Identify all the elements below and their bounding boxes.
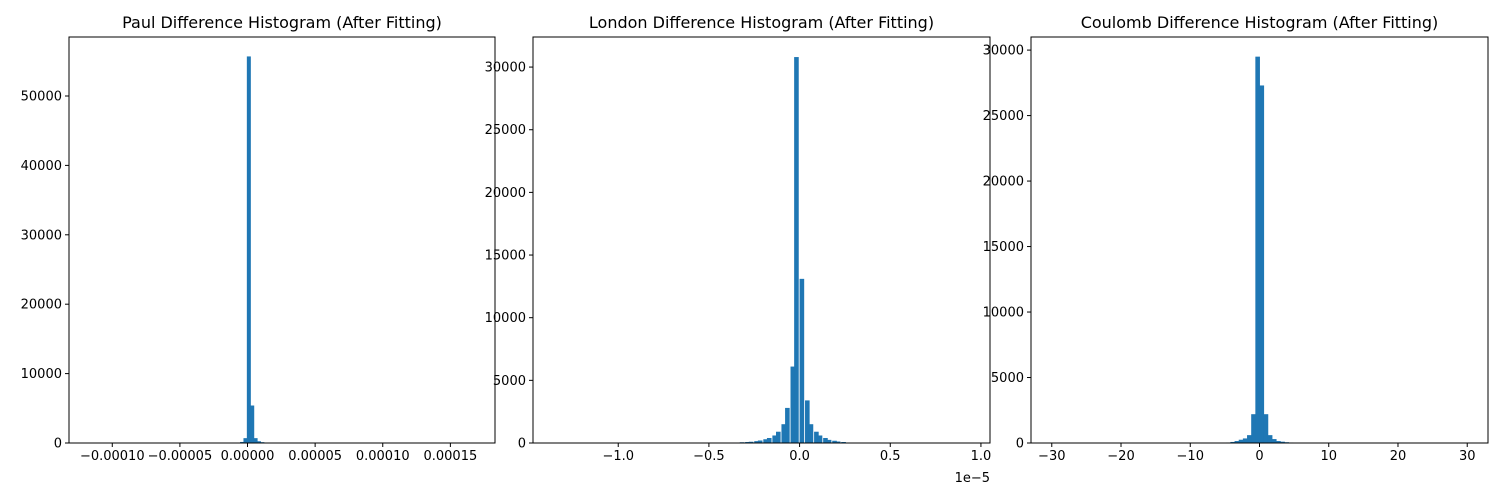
paul-axes-frame bbox=[69, 37, 495, 443]
paul-y-tick-label: 40000 bbox=[21, 159, 62, 174]
coulomb-x-tick-label: −30 bbox=[1038, 449, 1065, 464]
paul-y-tick-label: 10000 bbox=[21, 367, 62, 382]
london-y-tick-label: 10000 bbox=[485, 311, 526, 326]
coulomb-x-tick-label: −10 bbox=[1177, 449, 1204, 464]
london-y-tick-label: 30000 bbox=[485, 61, 526, 76]
coulomb-x-tick-label: 10 bbox=[1320, 449, 1337, 464]
london-y-tick-label: 5000 bbox=[493, 374, 526, 389]
coulomb-histogram-bar bbox=[1268, 435, 1273, 443]
london-axes-frame bbox=[533, 37, 990, 443]
coulomb-y-tick-label: 20000 bbox=[983, 175, 1024, 190]
paul-x-tick-label: −0.00005 bbox=[148, 449, 213, 464]
london-x-offset-label: 1e−5 bbox=[955, 471, 990, 486]
london-histogram-bar bbox=[818, 435, 823, 443]
london-histogram-bar bbox=[794, 57, 799, 443]
paul-histogram-bar bbox=[250, 406, 254, 443]
paul-y-tick-label: 50000 bbox=[21, 89, 62, 104]
paul-y-tick-label: 20000 bbox=[21, 298, 62, 313]
london-histogram-bar bbox=[809, 424, 814, 443]
paul-x-tick-label: 0.00015 bbox=[423, 449, 477, 464]
coulomb-y-tick-label: 5000 bbox=[991, 371, 1024, 386]
paul-y-tick-label: 30000 bbox=[21, 228, 62, 243]
coulomb-y-tick-label: 10000 bbox=[983, 306, 1024, 321]
paul-chart-title: Paul Difference Histogram (After Fitting… bbox=[122, 13, 442, 32]
london-histogram-bar bbox=[776, 432, 781, 443]
paul-histogram-panel: −0.00010−0.00005 0.00000 0.00005 0.00010 0.0… bbox=[21, 13, 495, 464]
london-chart-title: London Difference Histogram (After Fitti… bbox=[589, 13, 934, 32]
london-y-tick-label: 15000 bbox=[485, 249, 526, 264]
coulomb-y-tick-label: 30000 bbox=[983, 44, 1024, 59]
london-y-tick-label: 0 bbox=[518, 437, 526, 452]
london-histogram-panel: −1.0 −0.5 0.0 0.5 1.0 0 5000 10000 15000 20000 250… bbox=[485, 13, 992, 486]
london-x-tick-label: 1.0 bbox=[971, 449, 992, 464]
coulomb-histogram-bar bbox=[1251, 414, 1256, 443]
london-y-tick-label: 25000 bbox=[485, 123, 526, 138]
coulomb-x-tick-label: 0 bbox=[1255, 449, 1263, 464]
coulomb-chart-title: Coulomb Difference Histogram (After Fitt… bbox=[1081, 13, 1439, 32]
london-x-tick-label: 0.0 bbox=[789, 449, 810, 464]
london-x-tick-label: −0.5 bbox=[693, 449, 725, 464]
coulomb-histogram-bar bbox=[1272, 439, 1277, 443]
coulomb-x-tick-label: −20 bbox=[1107, 449, 1134, 464]
coulomb-histogram-bar bbox=[1255, 57, 1260, 443]
coulomb-histogram-bar bbox=[1264, 414, 1269, 443]
paul-x-tick-label: −0.00010 bbox=[80, 449, 145, 464]
paul-x-tick-label: 0.00000 bbox=[221, 449, 275, 464]
london-x-tick-label: −1.0 bbox=[602, 449, 634, 464]
paul-x-tick-label: 0.00005 bbox=[288, 449, 342, 464]
coulomb-x-tick-label: 30 bbox=[1459, 449, 1476, 464]
paul-y-tick-label: 0 bbox=[54, 437, 62, 452]
coulomb-y-tick-label: 15000 bbox=[983, 240, 1024, 255]
coulomb-histogram-bar bbox=[1247, 435, 1252, 443]
coulomb-histogram-bar bbox=[1260, 85, 1265, 443]
london-histogram-bar bbox=[767, 438, 772, 443]
london-y-tick-label: 20000 bbox=[485, 186, 526, 201]
london-x-tick-label: 0.5 bbox=[880, 449, 901, 464]
coulomb-y-tick-label: 0 bbox=[1016, 437, 1024, 452]
coulomb-x-tick-label: 20 bbox=[1390, 449, 1407, 464]
paul-x-tick-label: 0.00010 bbox=[356, 449, 410, 464]
paul-histogram-bar bbox=[247, 56, 251, 443]
london-histogram-bar bbox=[785, 408, 790, 443]
coulomb-histogram-panel: −30 −20 −10 0 10 20 30 0 5000 10000 15000 20000 2500… bbox=[983, 13, 1488, 464]
coulomb-histogram-bar bbox=[1243, 438, 1248, 443]
london-histogram-bar bbox=[800, 279, 805, 443]
coulomb-y-tick-label: 25000 bbox=[983, 109, 1024, 124]
